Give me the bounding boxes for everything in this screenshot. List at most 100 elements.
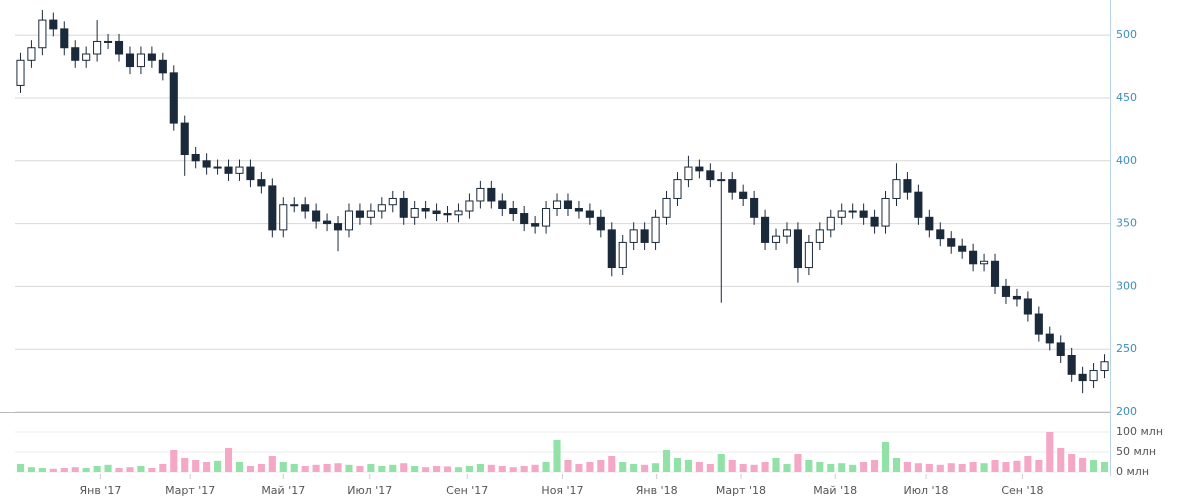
volume-bar bbox=[203, 462, 211, 472]
candle-body bbox=[914, 191, 923, 218]
volume-bar bbox=[1057, 448, 1065, 472]
candle-body bbox=[958, 245, 967, 252]
volume-bar bbox=[1068, 454, 1076, 472]
volume-bar bbox=[422, 467, 430, 472]
volume-bar bbox=[980, 463, 988, 472]
volume-bar bbox=[27, 467, 35, 472]
volume-bar bbox=[761, 462, 769, 472]
volume-bar bbox=[892, 458, 901, 472]
candle-body bbox=[82, 53, 91, 61]
volume-bar bbox=[871, 460, 879, 472]
volume-bar bbox=[104, 464, 112, 472]
candle-body bbox=[443, 213, 452, 216]
candle-body bbox=[323, 220, 332, 225]
volume-bar bbox=[268, 456, 276, 472]
volume-bar bbox=[706, 464, 714, 472]
volume-bar bbox=[465, 466, 473, 472]
volume-bar bbox=[411, 466, 419, 472]
y-tick-label: 300 bbox=[1116, 279, 1137, 292]
volume-bar bbox=[290, 464, 298, 472]
volume-bar bbox=[443, 466, 452, 472]
volume-bar bbox=[1100, 462, 1109, 472]
volume-bar bbox=[772, 458, 780, 472]
volume-tick-label: 100 млн bbox=[1116, 425, 1163, 438]
x-tick-label: Ноя '17 bbox=[541, 484, 583, 497]
candle-body bbox=[235, 166, 244, 174]
candle-body bbox=[684, 166, 693, 181]
candle-body bbox=[1100, 361, 1109, 372]
volume-bar bbox=[345, 464, 353, 472]
volume-bar bbox=[531, 464, 539, 472]
candle-body bbox=[454, 210, 463, 216]
x-tick-label: Май '17 bbox=[261, 484, 305, 497]
volume-bar bbox=[115, 468, 123, 472]
candle-body bbox=[596, 216, 605, 231]
candle-body bbox=[771, 235, 781, 243]
volume-bar bbox=[794, 454, 802, 472]
volume-bar bbox=[673, 458, 682, 472]
candle-body bbox=[114, 40, 124, 55]
candle-body bbox=[542, 208, 551, 227]
candle-body bbox=[1023, 298, 1032, 315]
candle-body bbox=[793, 229, 802, 269]
volume-bar bbox=[1079, 458, 1087, 472]
candle-body bbox=[1012, 295, 1021, 300]
volume-bar bbox=[597, 460, 605, 472]
candle-body bbox=[257, 179, 266, 187]
candle-body bbox=[16, 59, 25, 86]
candle-body bbox=[487, 187, 496, 202]
volume-bar bbox=[126, 467, 134, 472]
candle-body bbox=[826, 216, 835, 231]
candle-body bbox=[1045, 333, 1054, 344]
volume-bar bbox=[641, 464, 649, 472]
candle-body bbox=[301, 204, 310, 212]
candle-body bbox=[93, 40, 102, 55]
volume-bar bbox=[454, 467, 463, 472]
candle-body bbox=[673, 179, 682, 199]
volume-bar bbox=[958, 464, 966, 472]
volume-bar bbox=[991, 460, 999, 472]
candle-body bbox=[782, 229, 792, 237]
candle-body bbox=[531, 223, 540, 227]
volume-bar bbox=[487, 464, 495, 472]
volume-bar bbox=[575, 464, 583, 472]
volume-bar bbox=[728, 460, 736, 472]
candle-body bbox=[125, 53, 135, 68]
candle-body bbox=[574, 208, 583, 212]
candle-body bbox=[49, 19, 58, 30]
candle-body bbox=[355, 210, 364, 218]
volume-bar bbox=[1024, 456, 1032, 472]
candle-body bbox=[213, 166, 222, 169]
volume-bar bbox=[564, 460, 572, 472]
volume-bar bbox=[235, 462, 244, 472]
y-tick-label: 400 bbox=[1116, 154, 1137, 167]
volume-bar bbox=[827, 464, 835, 472]
x-tick-label: Март '18 bbox=[716, 484, 766, 497]
volume-bar bbox=[334, 463, 342, 472]
volume-bar bbox=[925, 464, 933, 472]
x-tick-label: Июл '17 bbox=[347, 484, 392, 497]
candle-body bbox=[377, 204, 386, 212]
volume-bar bbox=[586, 462, 594, 472]
candle-body bbox=[618, 241, 627, 269]
volume-bar bbox=[542, 462, 550, 472]
volume-bar bbox=[323, 464, 331, 472]
candle-body bbox=[925, 216, 934, 231]
y-tick-label: 450 bbox=[1116, 91, 1137, 104]
candle-body bbox=[990, 260, 1000, 287]
candle-body bbox=[552, 200, 562, 210]
candle-body bbox=[969, 250, 978, 265]
candle-body bbox=[695, 166, 704, 172]
candle-body bbox=[728, 179, 737, 193]
x-tick-label: Март '17 bbox=[165, 484, 215, 497]
candle-body bbox=[1078, 373, 1087, 382]
volume-bar bbox=[630, 464, 638, 472]
candle-body bbox=[903, 179, 912, 193]
volume-bar bbox=[148, 468, 156, 472]
volume-bar bbox=[38, 468, 46, 472]
candle-body bbox=[38, 19, 47, 49]
candle-body bbox=[388, 197, 397, 206]
candle-body bbox=[312, 210, 321, 222]
candle-body bbox=[837, 210, 846, 218]
